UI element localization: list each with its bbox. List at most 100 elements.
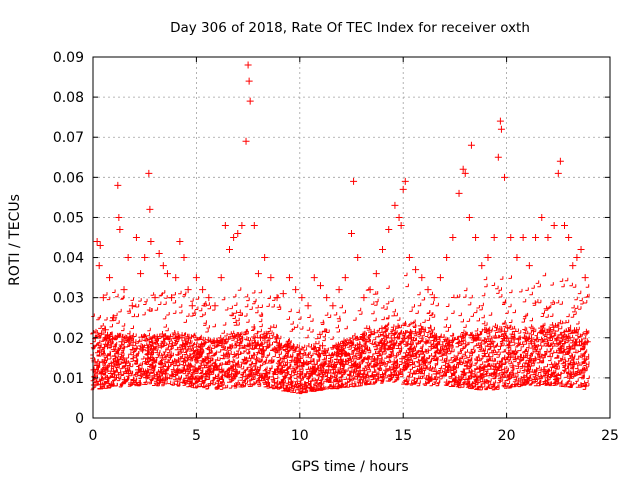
data-point (356, 370, 364, 378)
data-point (225, 246, 233, 254)
data-point (124, 254, 132, 262)
data-point (254, 270, 262, 278)
data-point (399, 185, 407, 193)
data-point (97, 370, 105, 378)
data-point (385, 225, 393, 233)
data-point (217, 274, 225, 282)
data-point (213, 338, 221, 346)
x-tick-label: 20 (498, 428, 516, 444)
data-point (581, 274, 589, 282)
x-tick-label: 25 (601, 428, 619, 444)
y-tick-label: 0.05 (53, 210, 84, 226)
data-point (459, 165, 467, 173)
data-point (118, 338, 126, 346)
data-point (484, 254, 492, 262)
data-point (401, 177, 409, 185)
data-point (505, 342, 513, 350)
data-point (90, 366, 98, 374)
data-point (391, 201, 399, 209)
data-point (513, 254, 521, 262)
data-point (168, 294, 176, 302)
data-point (447, 366, 455, 374)
y-axis-label: ROTI / TECUs (7, 194, 23, 286)
data-point (463, 362, 471, 370)
data-point (292, 286, 300, 294)
data-point (467, 141, 475, 149)
data-point (540, 366, 548, 374)
y-tick-label: 0.03 (53, 291, 84, 307)
data-point (99, 294, 107, 302)
data-point (267, 274, 275, 282)
x-tick-label: 15 (394, 428, 412, 444)
data-point (114, 181, 122, 189)
data-point (556, 157, 564, 165)
data-point (379, 246, 387, 254)
data-point (583, 338, 591, 346)
data-point (360, 294, 368, 302)
data-point (108, 362, 116, 370)
y-axis-ticks: 0 0.01 0.02 0.03 0.04 0.05 0.06 0.07 0.08 0.09 (53, 50, 610, 427)
data-point (550, 221, 558, 229)
data-point (103, 342, 111, 350)
density-band (90, 272, 590, 395)
data-point (552, 362, 560, 370)
data-point (277, 366, 285, 374)
data-point (245, 77, 253, 85)
data-point (93, 238, 101, 246)
data-point (412, 266, 420, 274)
data-point (263, 370, 271, 378)
data-point (497, 125, 505, 133)
data-point (186, 362, 194, 370)
data-point (418, 274, 426, 282)
data-point (472, 234, 480, 241)
data-point (538, 213, 546, 221)
data-point (172, 274, 180, 282)
data-point (339, 366, 347, 374)
data-point (430, 294, 438, 302)
data-point (519, 234, 527, 241)
data-point (211, 302, 219, 310)
data-point (161, 370, 169, 378)
data-point (184, 286, 192, 294)
data-point (132, 234, 140, 241)
data-point (246, 97, 254, 105)
data-point (449, 234, 457, 241)
data-point (163, 270, 171, 278)
y-tick-label: 0.09 (53, 50, 84, 66)
data-point (480, 366, 488, 374)
data-point (151, 294, 159, 302)
data-point (492, 370, 500, 378)
data-point (573, 254, 581, 262)
data-point (424, 286, 432, 294)
data-point (478, 262, 486, 270)
data-point (579, 366, 587, 374)
data-point (335, 286, 343, 294)
data-point (532, 234, 540, 241)
x-axis-ticks: 0 5 10 15 20 25 (89, 57, 619, 444)
data-point (110, 314, 118, 322)
data-point (546, 334, 554, 342)
data-point (310, 274, 318, 282)
density-markers (90, 272, 590, 395)
data-point (455, 189, 463, 197)
x-tick-label: 5 (192, 428, 201, 444)
data-point (325, 366, 333, 374)
data-point (159, 262, 167, 270)
y-tick-label: 0.07 (53, 130, 84, 146)
y-tick-label: 0.01 (53, 371, 84, 387)
data-point (244, 61, 252, 69)
data-point (234, 229, 242, 237)
data-point (116, 225, 124, 233)
data-point (577, 246, 585, 254)
data-point (395, 213, 403, 221)
data-point (147, 238, 155, 246)
data-point (298, 294, 306, 302)
data-point (554, 169, 562, 177)
x-tick-label: 0 (89, 428, 98, 444)
data-point (178, 334, 186, 342)
data-point (285, 274, 293, 282)
data-point (122, 358, 130, 366)
data-point (176, 238, 184, 246)
data-point (465, 213, 473, 221)
data-point (308, 370, 316, 378)
